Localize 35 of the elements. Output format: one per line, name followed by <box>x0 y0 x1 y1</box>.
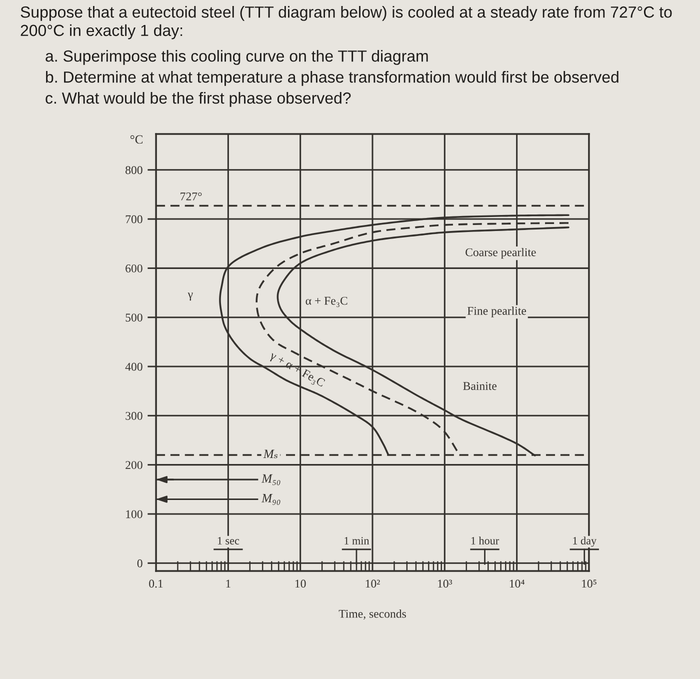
annotation: 1 sec <box>218 537 240 544</box>
ref-line-label: Mₛ <box>263 450 278 458</box>
y-tick-label: 100 <box>126 510 142 518</box>
x-tick-label: 0.1 <box>149 580 163 588</box>
y-axis-title: °C <box>130 135 142 144</box>
ref-line-label: 727° <box>180 192 202 200</box>
y-tick-label: 800 <box>126 166 142 174</box>
ref-line-label: M₉₀ <box>262 494 280 505</box>
annotation: Coarse pearlite <box>466 248 536 259</box>
x-tick-label: 10³ <box>438 580 452 588</box>
y-tick-label: 400 <box>125 362 142 371</box>
y-tick-label: 0 <box>137 559 142 568</box>
ref-line-label: M₅₀ <box>262 474 280 486</box>
annotation: 1 min <box>344 537 370 544</box>
x-axis-title: Time, seconds <box>338 609 406 620</box>
y-tick-label: 500 <box>126 314 142 322</box>
annotation: 1 day <box>573 536 597 547</box>
annotation: α + Fe₃C <box>306 296 348 308</box>
y-tick-label: 200 <box>126 461 142 470</box>
annotation: Fine pearlite <box>467 306 526 318</box>
y-tick-label: 300 <box>126 412 142 420</box>
text: b. Determine at what temperature a phase transformation would first be observed <box>46 71 618 86</box>
y-tick-label: 700 <box>126 215 142 224</box>
text: c. What would be the first phase observed? <box>46 92 351 107</box>
x-tick-label: 1 <box>226 580 230 588</box>
annotation: Bainite <box>463 382 497 390</box>
chart-title: Suppose that a eutectoid steel (TTT diagram below) is cooled at a steady rate from 727°C to 200°C in exactly 1 day: <box>20 6 672 40</box>
y-tick-label: 600 <box>126 264 142 272</box>
x-tick-label: 10² <box>366 580 380 588</box>
annotation: 1 hour <box>471 536 500 544</box>
annotation: γ <box>188 292 193 301</box>
x-tick-label: 10 <box>295 580 306 588</box>
text: a. Superimpose this cooling curve on the TTT diagram <box>46 50 428 65</box>
x-tick-label: 10⁵ <box>582 580 596 588</box>
x-tick-label: 10⁴ <box>510 580 524 588</box>
